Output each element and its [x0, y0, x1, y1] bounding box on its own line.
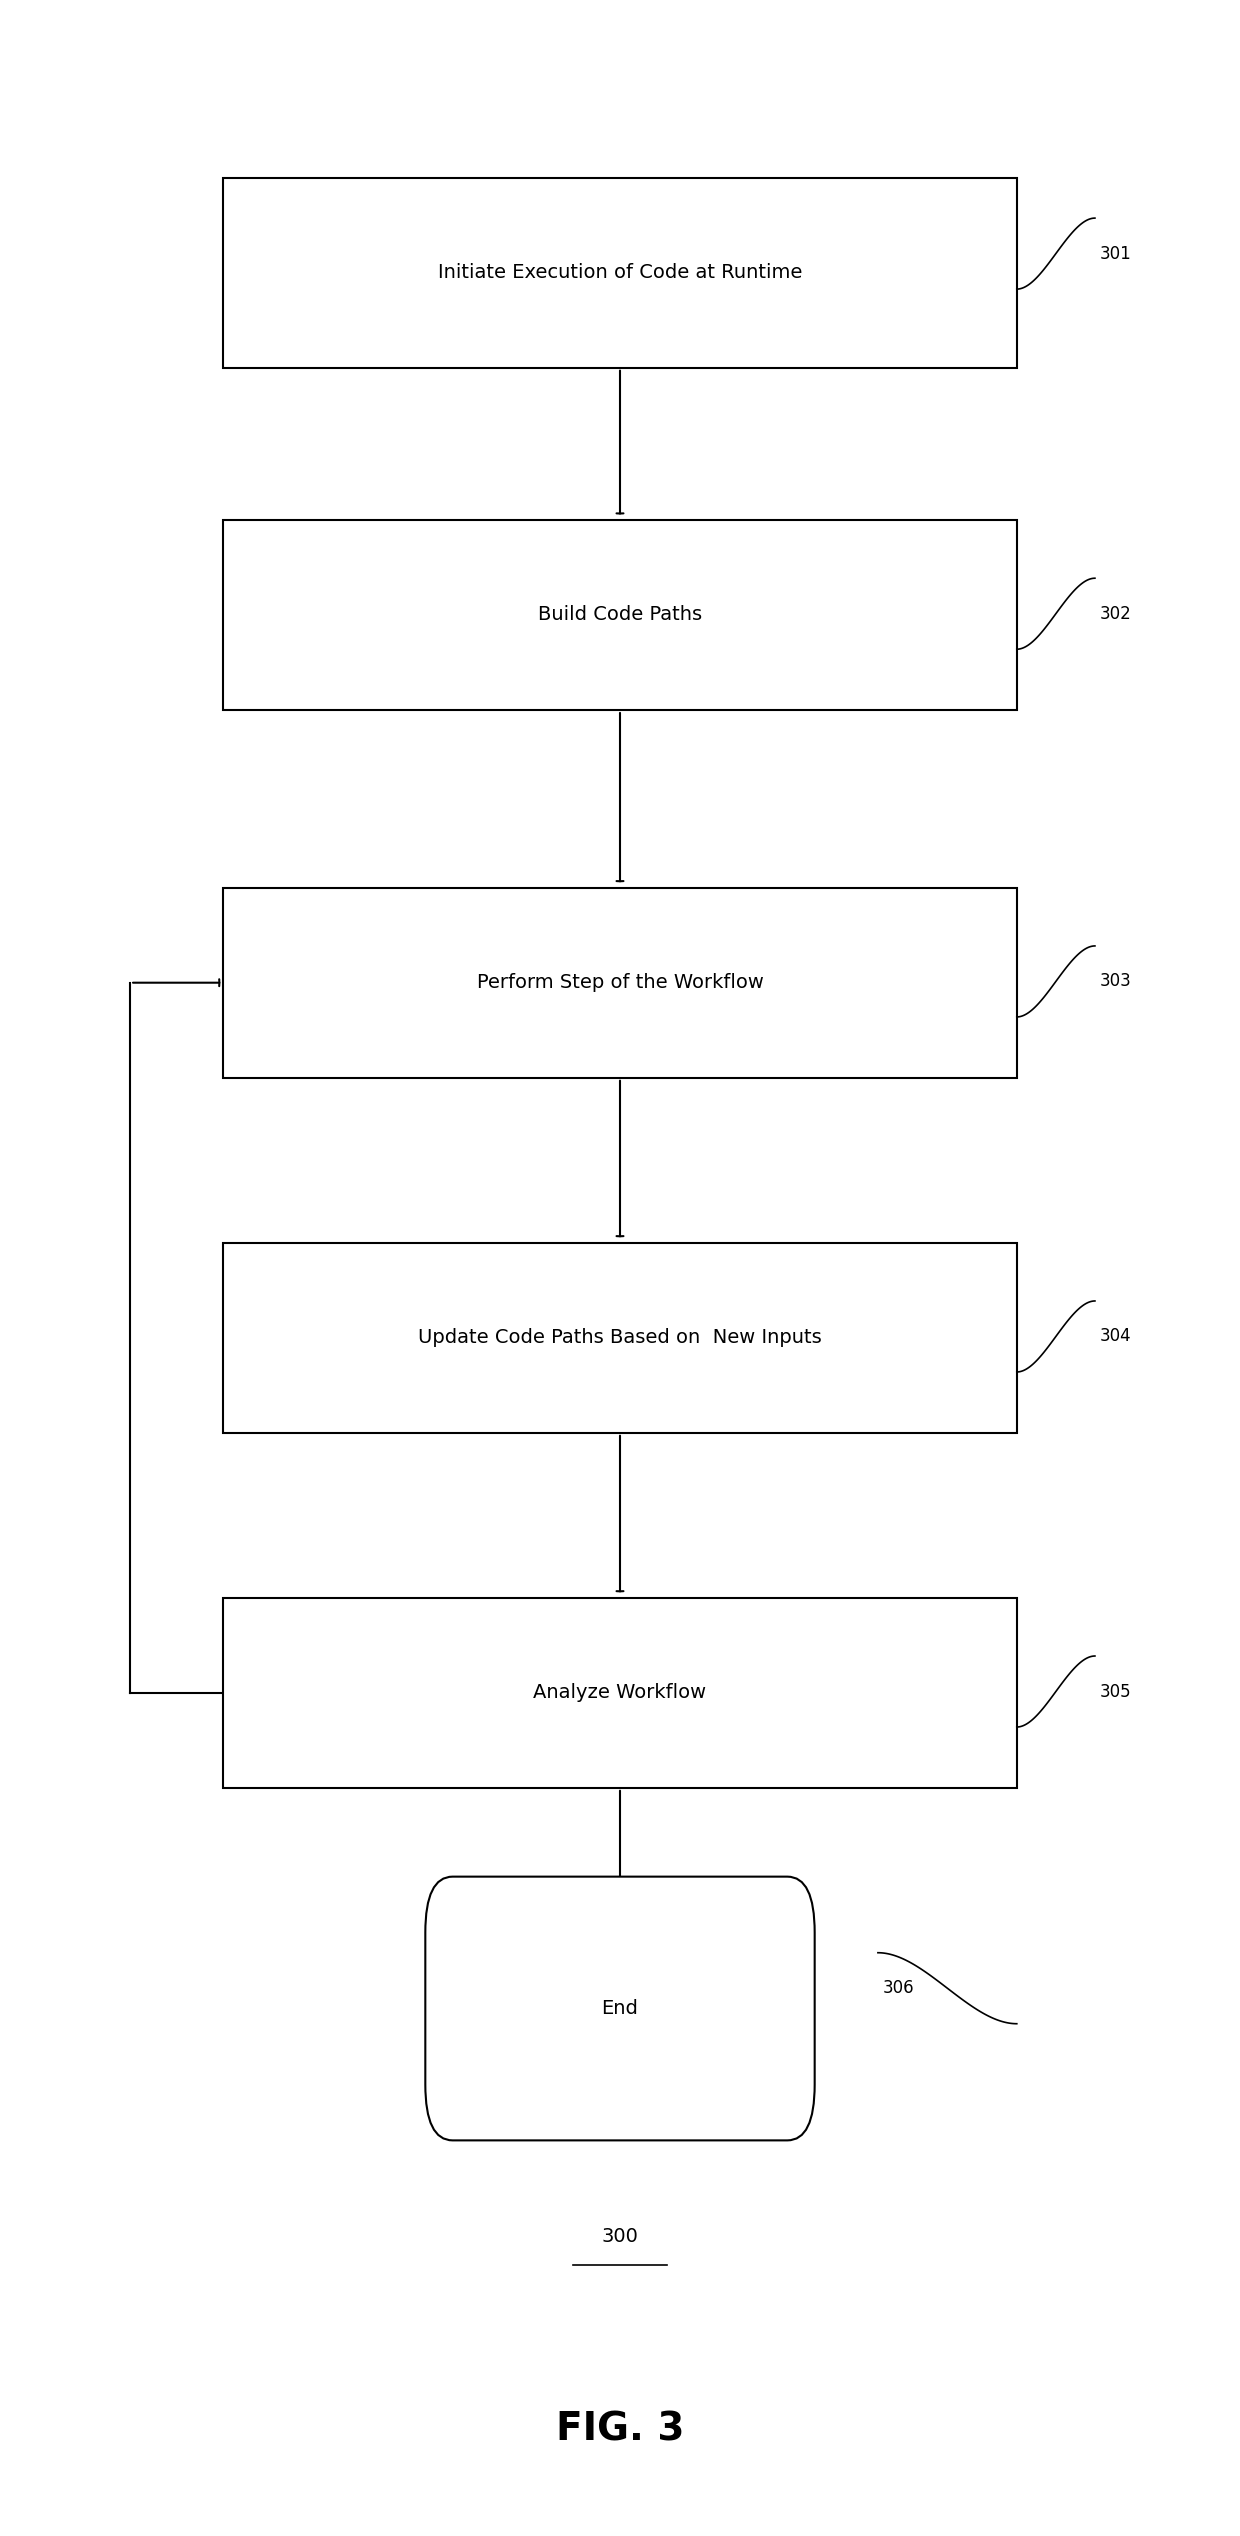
- Text: 306: 306: [883, 1978, 915, 1998]
- FancyBboxPatch shape: [425, 1877, 815, 2140]
- FancyBboxPatch shape: [223, 888, 1017, 1078]
- FancyBboxPatch shape: [223, 520, 1017, 710]
- Text: 300: 300: [601, 2227, 639, 2247]
- Text: 304: 304: [1100, 1326, 1132, 1347]
- Text: 305: 305: [1100, 1681, 1132, 1702]
- Text: Perform Step of the Workflow: Perform Step of the Workflow: [476, 974, 764, 992]
- Text: Build Code Paths: Build Code Paths: [538, 606, 702, 624]
- Text: 301: 301: [1100, 243, 1132, 264]
- Text: 302: 302: [1100, 604, 1132, 624]
- FancyBboxPatch shape: [223, 1598, 1017, 1788]
- Text: 303: 303: [1100, 971, 1132, 992]
- FancyBboxPatch shape: [223, 178, 1017, 368]
- Text: Analyze Workflow: Analyze Workflow: [533, 1684, 707, 1702]
- Text: End: End: [601, 1998, 639, 2019]
- FancyBboxPatch shape: [223, 1243, 1017, 1433]
- Text: FIG. 3: FIG. 3: [556, 2412, 684, 2447]
- Text: Update Code Paths Based on  New Inputs: Update Code Paths Based on New Inputs: [418, 1329, 822, 1347]
- Text: Initiate Execution of Code at Runtime: Initiate Execution of Code at Runtime: [438, 264, 802, 281]
